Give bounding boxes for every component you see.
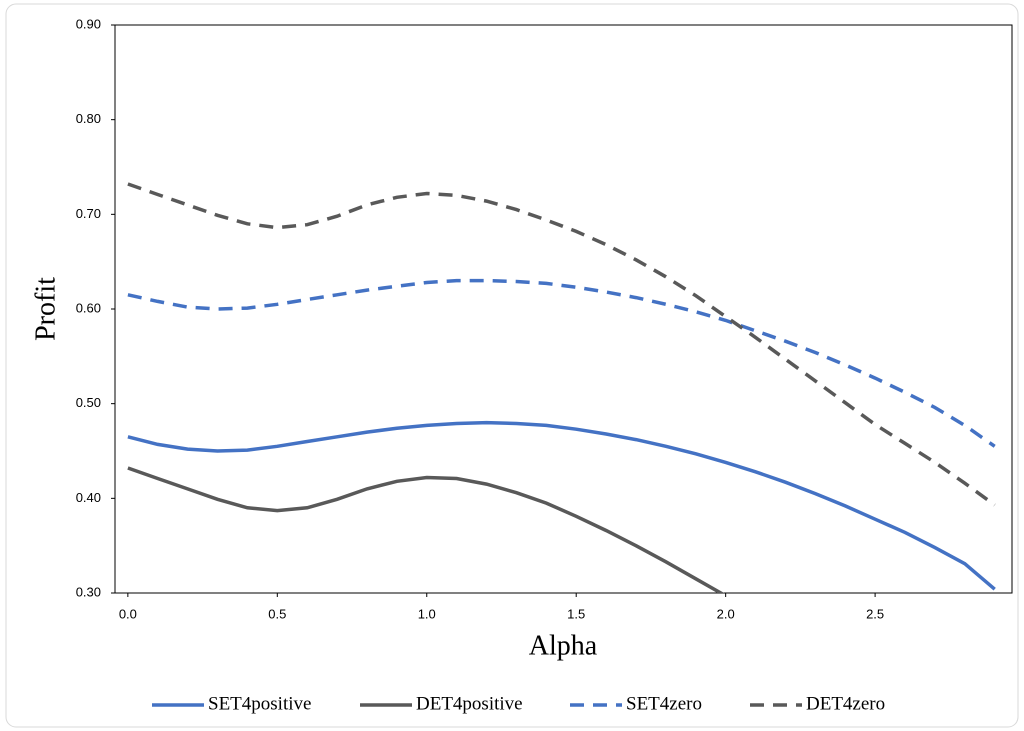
legend-label: SET4zero xyxy=(626,693,702,714)
x-tick-label: 0.5 xyxy=(268,606,286,621)
y-tick-label: 0.60 xyxy=(76,300,101,315)
series-line xyxy=(127,466,725,593)
y-tick-label: 0.40 xyxy=(76,490,101,505)
x-tick-label: 1.0 xyxy=(418,606,436,621)
y-tick-label: 0.80 xyxy=(76,111,101,126)
frame xyxy=(5,3,1019,728)
plot xyxy=(127,182,996,593)
series-line xyxy=(127,278,996,448)
x-axis-title: Alpha xyxy=(529,630,598,661)
y-tick-label: 0.90 xyxy=(76,16,101,31)
legend-label: DET4zero xyxy=(806,693,885,714)
y-tick-label: 0.30 xyxy=(76,584,101,599)
y-tick-label: 0.70 xyxy=(76,206,101,221)
y-axis-title: Profit xyxy=(30,277,61,341)
x-tick-label: 1.5 xyxy=(567,606,585,621)
y-tick-label: 0.50 xyxy=(76,395,101,410)
series-line xyxy=(127,420,996,591)
legend-label: SET4positive xyxy=(208,693,311,714)
x-tick-label: 0.0 xyxy=(119,606,137,621)
x-tick-label: 2.0 xyxy=(717,606,735,621)
x-tick-label: 2.5 xyxy=(866,606,884,621)
series-line xyxy=(127,182,996,507)
legend-label: DET4positive xyxy=(416,693,523,714)
